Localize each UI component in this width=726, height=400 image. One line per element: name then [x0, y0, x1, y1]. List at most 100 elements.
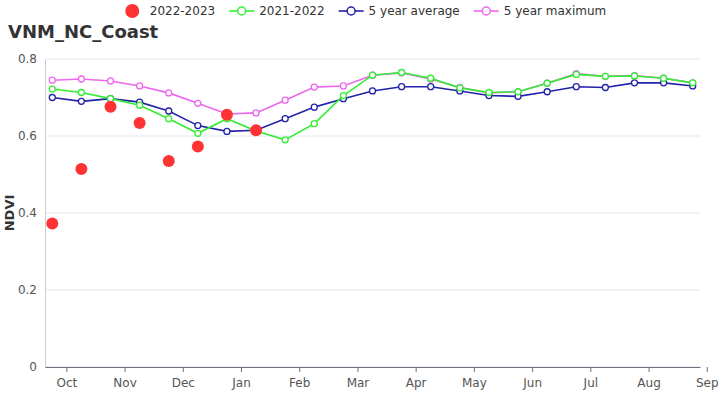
- legend-item: 5 year maximum: [474, 4, 607, 18]
- data-point: [602, 73, 608, 79]
- data-point: [78, 76, 84, 82]
- data-point: [457, 85, 463, 91]
- x-axis-line: [46, 367, 701, 368]
- series-2: [49, 80, 695, 135]
- data-point: [224, 128, 230, 134]
- data-point: [340, 93, 346, 99]
- data-point: [78, 98, 84, 104]
- y-tick-label: 0.4: [18, 206, 37, 220]
- data-point: [49, 77, 55, 83]
- plot-area: [46, 69, 695, 229]
- y-tick-label: 0.6: [18, 129, 37, 143]
- y-axis-line: [45, 60, 46, 368]
- data-point: [195, 100, 201, 106]
- data-point: [573, 71, 579, 77]
- legend-label: 5 year maximum: [504, 4, 607, 18]
- x-tick: Jun: [522, 367, 542, 390]
- y-axis-title: NDVI: [2, 195, 17, 232]
- x-tick: Aug: [637, 367, 660, 390]
- y-tick-label: 0.8: [18, 52, 37, 66]
- data-point: [457, 84, 463, 90]
- grid-line: [45, 136, 700, 137]
- data-point: [632, 80, 638, 86]
- data-point: [340, 83, 346, 89]
- data-point: [221, 109, 233, 121]
- x-tick: Feb: [289, 367, 310, 390]
- series-line: [52, 73, 692, 114]
- data-point: [661, 75, 667, 81]
- legend-label: 2022-2023: [150, 4, 215, 18]
- data-point: [46, 217, 58, 229]
- series-3: [49, 70, 695, 117]
- grid-line: [45, 213, 700, 214]
- data-point: [690, 80, 696, 86]
- data-point: [428, 84, 434, 90]
- data-point: [195, 123, 201, 129]
- data-point: [632, 73, 638, 79]
- data-point: [399, 69, 405, 75]
- data-point: [544, 89, 550, 95]
- x-tick: Jul: [583, 367, 598, 390]
- x-tick-label: Dec: [172, 376, 195, 390]
- data-point: [399, 84, 405, 90]
- x-tick-mark: [299, 367, 300, 372]
- legend-marker: [125, 4, 139, 18]
- x-tick-label: Mar: [347, 376, 370, 390]
- x-tick-mark: [707, 367, 708, 372]
- data-point: [282, 137, 288, 143]
- data-point: [399, 70, 405, 76]
- data-point: [602, 73, 608, 79]
- data-point: [166, 108, 172, 114]
- data-point: [282, 97, 288, 103]
- data-point: [515, 89, 521, 95]
- x-tick-label: Nov: [113, 376, 136, 390]
- data-point: [166, 116, 172, 122]
- y-tick-label: 0: [29, 360, 37, 374]
- series-line: [52, 72, 692, 139]
- y-tick: 0.4: [18, 206, 45, 220]
- x-tick-label: May: [462, 376, 487, 390]
- data-point: [137, 83, 143, 89]
- data-point: [253, 110, 259, 116]
- data-point: [311, 84, 317, 90]
- x-tick-label: Jul: [583, 376, 598, 390]
- data-point: [486, 90, 492, 96]
- x-tick-mark: [474, 367, 475, 372]
- x-tick-label: Sep: [696, 376, 719, 390]
- x-tick-label: Jun: [522, 376, 542, 390]
- chart-svg: 00.20.40.60.8OctNovDecJanFebMarAprMayJun…: [0, 0, 726, 400]
- x-tick: Apr: [406, 367, 427, 390]
- x-tick-mark: [241, 367, 242, 372]
- legend: 2022-2023 2021-2022 5 year average 5 year m…: [125, 4, 606, 18]
- data-point: [134, 117, 146, 129]
- data-point: [515, 89, 521, 95]
- series-1: [49, 69, 695, 142]
- data-point: [192, 140, 204, 152]
- legend-label: 5 year average: [369, 4, 460, 18]
- x-tick-mark: [590, 367, 591, 372]
- grid-line: [45, 290, 700, 291]
- data-point: [544, 80, 550, 86]
- data-point: [544, 80, 550, 86]
- data-point: [49, 95, 55, 101]
- grid-line: [45, 59, 700, 60]
- y-tick: 0.8: [18, 52, 45, 66]
- y-tick: 0.6: [18, 129, 45, 143]
- data-point: [137, 102, 143, 108]
- x-tick-mark: [532, 367, 533, 372]
- data-point: [250, 124, 262, 136]
- data-point: [78, 89, 84, 95]
- x-tick-mark: [649, 367, 650, 372]
- x-tick: Dec: [172, 367, 195, 390]
- y-tick: 0.2: [18, 283, 45, 297]
- x-tick-label: Jan: [231, 376, 251, 390]
- data-point: [602, 84, 608, 90]
- data-point: [370, 88, 376, 94]
- legend-marker: [347, 7, 355, 15]
- series-line: [52, 83, 692, 132]
- x-tick-mark: [357, 367, 358, 372]
- grid-line: [45, 367, 700, 368]
- data-point: [195, 130, 201, 136]
- legend-item: 2021-2022: [229, 4, 324, 18]
- x-tick-label: Feb: [289, 376, 310, 390]
